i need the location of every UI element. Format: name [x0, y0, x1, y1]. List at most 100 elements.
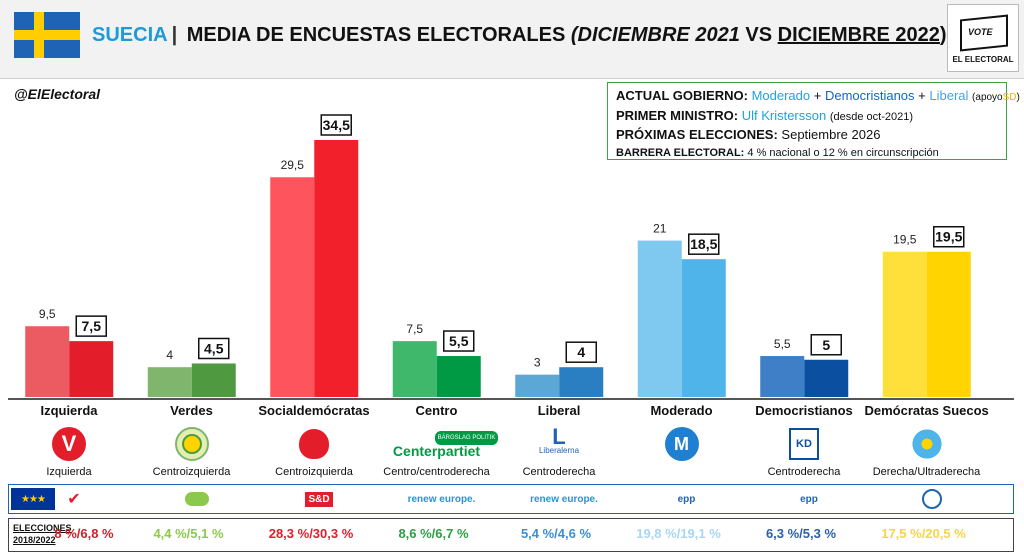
election-result-5: 19,8 %/19,1 % — [636, 526, 721, 541]
info-pm-label: PRIMER MINISTRO: — [616, 108, 739, 123]
rose-logo-icon — [299, 429, 329, 459]
sverigedemokraterna-flower-icon — [909, 427, 944, 461]
party-logo-5: M — [620, 424, 744, 464]
label-box-curr-2 — [320, 114, 352, 136]
party-label-2: Socialdemócratas — [258, 403, 370, 418]
ideology-label-0: Izquierda — [46, 466, 92, 478]
liberalerna-letter: L — [552, 424, 566, 449]
label-prev-5: 21 — [653, 222, 667, 236]
party-logo-2 — [252, 424, 376, 464]
title-paren-close: ) — [939, 24, 947, 46]
party-label-0: Izquierda — [40, 403, 98, 418]
bar-curr-7 — [926, 251, 971, 397]
party-logo-1 — [130, 424, 254, 464]
eu-group-7 — [897, 488, 967, 510]
bar-curr-4 — [559, 367, 604, 397]
eu-flag-icon: ★★★ — [11, 488, 55, 510]
party-logo-3: BÄRGSLAG POLITIK Centerpartiet — [375, 424, 499, 464]
info-pm-since: (desde oct-2021) — [829, 111, 914, 123]
centerpartiet-badge: BÄRGSLAG POLITIK — [434, 431, 499, 445]
party-label-1: Verdes — [170, 403, 213, 418]
label-box-curr-7 — [933, 225, 965, 248]
label-prev-1: 4 — [166, 348, 173, 362]
el-electoral-logo: VOTE EL ELECTORAL — [947, 4, 1019, 72]
header-bar: SUECIA | MEDIA DE ENCUESTAS ELECTORALES (… — [0, 0, 1024, 79]
election-result-7: 17,5 %/20,5 % — [881, 526, 966, 541]
party-logo-6: KD — [742, 424, 866, 464]
eu-group-label: epp — [677, 493, 696, 505]
kd-logo-icon: KD — [789, 428, 819, 460]
chart-baseline — [8, 398, 1014, 400]
label-box-curr-6 — [810, 334, 842, 356]
election-result-4: 5,4 %/4,6 % — [520, 526, 592, 541]
bar-chart: 9,5 7,5 4 4,5 29,5 34,5 7,5 5,5 3 4 21 18,5 5,5 5 19,5… — [25, 114, 971, 397]
bar-prev-7 — [882, 251, 927, 397]
label-prev-3: 7,5 — [406, 322, 423, 336]
info-support-open: (apoyo — [972, 92, 1003, 103]
info-barrier-line: BARRERA ELECTORAL: 4 % nacional o 12 % e… — [616, 144, 998, 162]
ideology-label-2: Centroizquierda — [275, 466, 353, 478]
info-box: ACTUAL GOBIERNO: Moderado + Democristian… — [607, 82, 1020, 162]
label-prev-0: 9,5 — [39, 307, 56, 321]
election-result-3: 8,6 %/6,7 % — [398, 526, 469, 541]
bar-curr-5 — [681, 259, 726, 397]
title-vs: VS — [745, 24, 773, 46]
centerpartiet-name: Centerpartiet — [392, 443, 481, 459]
left-group-icon: ✔ — [67, 491, 81, 508]
info-gov-party-2: Democristianos — [824, 88, 915, 103]
liberalerna-logo: L Liberalerna — [538, 424, 580, 458]
page-title: SUECIA | MEDIA DE ENCUESTAS ELECTORALES (… — [92, 24, 947, 47]
elections-title-line2: 2018/2022 — [13, 535, 56, 545]
info-pm-line: PRIMER MINISTRO: Ulf Kristersson (desde … — [616, 107, 998, 126]
bar-curr-1 — [191, 363, 236, 397]
twitter-handle: @ElElectoral — [14, 86, 101, 102]
label-curr-4: 4 — [577, 344, 585, 360]
label-curr-3: 5,5 — [449, 333, 469, 349]
liberalerna-name: Liberalerna — [538, 446, 580, 455]
info-next-line: PRÓXIMAS ELECCIONES: Septiembre 2026 — [616, 126, 998, 144]
label-box-curr-0 — [75, 315, 107, 337]
eu-group-4: renew europe. — [529, 488, 599, 510]
party-logo-0: V — [7, 424, 131, 464]
logo-label: EL ELECTORAL — [952, 55, 1014, 64]
bar-prev-3 — [392, 341, 437, 397]
bar-prev-6 — [760, 356, 805, 397]
label-curr-0: 7,5 — [82, 318, 102, 334]
title-separator: | — [171, 24, 178, 46]
party-logo-7 — [865, 424, 989, 464]
label-curr-6: 5 — [822, 337, 830, 353]
bar-curr-6 — [804, 359, 849, 397]
eu-group-0: ✔ — [39, 488, 109, 510]
title-main: MEDIA DE ENCUESTAS ELECTORALES — [186, 24, 566, 46]
elections-title-line1: ELECCIONES — [13, 523, 72, 533]
centerpartiet-logo: BÄRGSLAG POLITIK Centerpartiet — [375, 431, 499, 459]
ideology-label-7: Derecha/Ultraderecha — [872, 466, 981, 478]
title-paren-open: ( — [570, 24, 578, 46]
label-prev-7: 19,5 — [893, 233, 917, 247]
eu-group-6: epp — [774, 488, 844, 510]
label-box-curr-3 — [443, 330, 475, 352]
eu-group-label: renew europe. — [530, 493, 598, 505]
info-support-party: SD — [1002, 92, 1017, 103]
bar-prev-1 — [147, 367, 192, 397]
info-support-close: ) — [1016, 92, 1020, 103]
title-date1: DICIEMBRE 2021 — [577, 24, 740, 46]
election-result-0: 8 %/6,8 % — [54, 526, 114, 541]
title-country: SUECIA — [92, 24, 168, 46]
bar-prev-0 — [25, 326, 70, 397]
bar-prev-2 — [270, 177, 315, 397]
ideology-label-6: Centroderecha — [767, 466, 841, 478]
info-next-value: Septiembre 2026 — [781, 127, 881, 142]
label-prev-4: 3 — [534, 356, 541, 370]
eu-group-1 — [162, 488, 232, 510]
label-prev-6: 5,5 — [774, 337, 791, 351]
eu-group-label: epp — [800, 493, 818, 505]
label-prev-2: 29,5 — [281, 158, 305, 172]
eu-group-2: S&D — [284, 488, 354, 510]
label-box-curr-1 — [198, 337, 230, 360]
label-curr-2: 34,5 — [323, 117, 350, 133]
eu-group-label: S&D — [305, 491, 333, 507]
info-pm-name: Ulf Kristersson — [741, 108, 827, 123]
label-box-curr-4 — [565, 341, 597, 363]
miljopartiet-logo-icon — [174, 427, 209, 461]
